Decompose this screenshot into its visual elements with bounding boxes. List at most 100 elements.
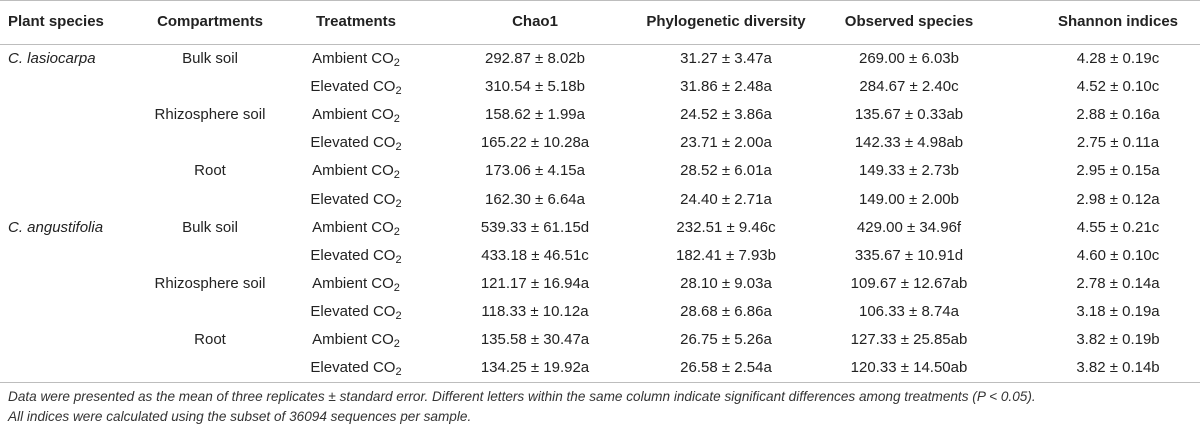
header-treatments: Treatments bbox=[315, 13, 397, 30]
shannon-cell: 2.75 ± 0.11a bbox=[1076, 134, 1160, 152]
table-footnote: Data were presented as the mean of three… bbox=[8, 387, 1193, 427]
treatment-label: Elevated CO bbox=[310, 134, 396, 152]
phylogenetic-diversity-cell: 26.75 ± 5.26a bbox=[680, 331, 772, 348]
header-observed-species: Observed species bbox=[844, 13, 974, 30]
observed-species-cell: 120.33 ± 14.50ab bbox=[850, 359, 968, 377]
phylogenetic-diversity-cell: 24.52 ± 3.86a bbox=[680, 106, 772, 124]
chao1-cell: 121.17 ± 16.94a bbox=[480, 274, 590, 292]
phylogenetic-diversity-cell: 24.40 ± 2.71a bbox=[680, 190, 772, 208]
observed-species-cell: 284.67 ± 2.40c bbox=[859, 78, 959, 96]
compartment-cell: Root bbox=[194, 162, 226, 180]
treatment-cell: Elevated CO2 bbox=[296, 75, 416, 98]
shannon-cell: 2.88 ± 0.16a bbox=[1076, 106, 1160, 124]
chao1-cell: 310.54 ± 5.18b bbox=[485, 78, 585, 96]
observed-species-cell: 135.67 ± 0.33ab bbox=[854, 106, 964, 124]
treatment-label: Ambient CO bbox=[312, 106, 394, 124]
chao1-cell: 118.33 ± 10.12a bbox=[481, 302, 589, 320]
compartment-cell: Bulk soil bbox=[182, 50, 238, 67]
treatment-label: Ambient CO bbox=[312, 274, 394, 292]
treatment-cell: Ambient CO2 bbox=[296, 103, 416, 126]
treatment-cell: Elevated CO2 bbox=[296, 300, 416, 323]
chao1-cell: 134.25 ± 19.92a bbox=[480, 359, 590, 377]
header-compartments: Compartments bbox=[157, 13, 263, 30]
treatment-cell: Elevated CO2 bbox=[296, 188, 416, 211]
phylogenetic-diversity-cell: 182.41 ± 7.93b bbox=[676, 246, 776, 264]
observed-species-cell: 335.67 ± 10.91d bbox=[854, 246, 964, 264]
shannon-cell: 3.82 ± 0.14b bbox=[1076, 359, 1160, 377]
phylogenetic-diversity-cell: 23.71 ± 2.00a bbox=[680, 134, 772, 152]
chao1-cell: 539.33 ± 61.15d bbox=[480, 218, 590, 236]
chao1-cell: 135.58 ± 30.47a bbox=[480, 331, 590, 348]
co2-subscript: 2 bbox=[395, 253, 402, 266]
species-cell: C. angustifolia bbox=[8, 218, 104, 236]
phylogenetic-diversity-cell: 28.68 ± 6.86a bbox=[680, 302, 772, 320]
treatment-label: Elevated CO bbox=[310, 190, 396, 208]
treatment-label: Elevated CO bbox=[310, 78, 396, 96]
co2-subscript: 2 bbox=[393, 225, 400, 238]
header-rule bbox=[0, 44, 1200, 45]
header-plant-species: Plant species bbox=[8, 13, 104, 30]
phylogenetic-diversity-cell: 26.58 ± 2.54a bbox=[680, 359, 772, 377]
co2-subscript: 2 bbox=[393, 338, 400, 350]
observed-species-cell: 149.33 ± 2.73b bbox=[859, 162, 959, 180]
footnote-line-2: All indices were calculated using the su… bbox=[8, 409, 472, 424]
species-cell: C. lasiocarpa bbox=[8, 50, 96, 67]
treatment-label: Ambient CO bbox=[312, 162, 394, 180]
chao1-cell: 292.87 ± 8.02b bbox=[485, 50, 585, 67]
chao1-cell: 433.18 ± 46.51c bbox=[481, 246, 589, 264]
observed-species-cell: 269.00 ± 6.03b bbox=[859, 50, 959, 67]
phylogenetic-diversity-cell: 31.27 ± 3.47a bbox=[680, 50, 772, 67]
shannon-cell: 2.95 ± 0.15a bbox=[1076, 162, 1160, 180]
observed-species-cell: 106.33 ± 8.74a bbox=[859, 302, 959, 320]
observed-species-cell: 142.33 ± 4.98ab bbox=[854, 134, 964, 152]
phylogenetic-diversity-cell: 31.86 ± 2.48a bbox=[680, 78, 772, 96]
treatment-label: Elevated CO bbox=[310, 246, 396, 264]
treatment-cell: Ambient CO2 bbox=[296, 272, 416, 295]
co2-subscript: 2 bbox=[395, 197, 402, 210]
treatment-label: Ambient CO bbox=[312, 218, 394, 236]
observed-species-cell: 429.00 ± 34.96f bbox=[856, 218, 962, 236]
header-chao1: Chao1 bbox=[512, 13, 558, 30]
treatment-label: Ambient CO bbox=[312, 50, 394, 67]
top-rule bbox=[0, 0, 1200, 1]
observed-species-cell: 109.67 ± 12.67ab bbox=[850, 274, 968, 292]
treatment-cell: Ambient CO2 bbox=[296, 216, 416, 239]
treatment-cell: Ambient CO2 bbox=[296, 328, 416, 351]
observed-species-cell: 127.33 ± 25.85ab bbox=[850, 331, 968, 348]
phylogenetic-diversity-cell: 232.51 ± 9.46c bbox=[676, 218, 776, 236]
treatment-label: Elevated CO bbox=[310, 302, 396, 320]
co2-subscript: 2 bbox=[393, 113, 400, 126]
treatment-cell: Elevated CO2 bbox=[296, 244, 416, 267]
phylogenetic-diversity-cell: 28.52 ± 6.01a bbox=[680, 162, 772, 180]
co2-subscript: 2 bbox=[395, 309, 402, 322]
treatment-cell: Elevated CO2 bbox=[296, 131, 416, 154]
shannon-cell: 2.98 ± 0.12a bbox=[1076, 190, 1160, 208]
shannon-cell: 4.52 ± 0.10c bbox=[1076, 78, 1160, 96]
shannon-cell: 4.28 ± 0.19c bbox=[1076, 50, 1160, 67]
compartment-cell: Root bbox=[194, 331, 226, 348]
treatment-cell: Elevated CO2 bbox=[296, 356, 416, 379]
chao1-cell: 162.30 ± 6.64a bbox=[485, 190, 585, 208]
compartment-cell: Rhizosphere soil bbox=[154, 274, 266, 292]
chao1-cell: 158.62 ± 1.99a bbox=[485, 106, 585, 124]
chao1-cell: 165.22 ± 10.28a bbox=[480, 134, 590, 152]
shannon-cell: 3.18 ± 0.19a bbox=[1076, 302, 1160, 320]
shannon-cell: 4.60 ± 0.10c bbox=[1076, 246, 1160, 264]
co2-subscript: 2 bbox=[393, 169, 400, 182]
treatment-cell: Ambient CO2 bbox=[296, 159, 416, 182]
phylogenetic-diversity-cell: 28.10 ± 9.03a bbox=[680, 274, 772, 292]
treatment-label: Ambient CO bbox=[312, 331, 394, 348]
bottom-rule bbox=[0, 382, 1200, 383]
treatment-cell: Ambient CO2 bbox=[296, 47, 416, 70]
chao1-cell: 173.06 ± 4.15a bbox=[485, 162, 585, 180]
header-phylogenetic-diversity: Phylogenetic diversity bbox=[646, 13, 806, 30]
compartment-cell: Bulk soil bbox=[182, 218, 238, 236]
shannon-cell: 3.82 ± 0.19b bbox=[1076, 331, 1160, 348]
co2-subscript: 2 bbox=[395, 85, 402, 98]
co2-subscript: 2 bbox=[393, 281, 400, 294]
shannon-cell: 4.55 ± 0.21c bbox=[1076, 218, 1160, 236]
co2-subscript: 2 bbox=[393, 57, 400, 69]
co2-subscript: 2 bbox=[395, 366, 402, 379]
observed-species-cell: 149.00 ± 2.00b bbox=[859, 190, 959, 208]
shannon-cell: 2.78 ± 0.14a bbox=[1076, 274, 1160, 292]
